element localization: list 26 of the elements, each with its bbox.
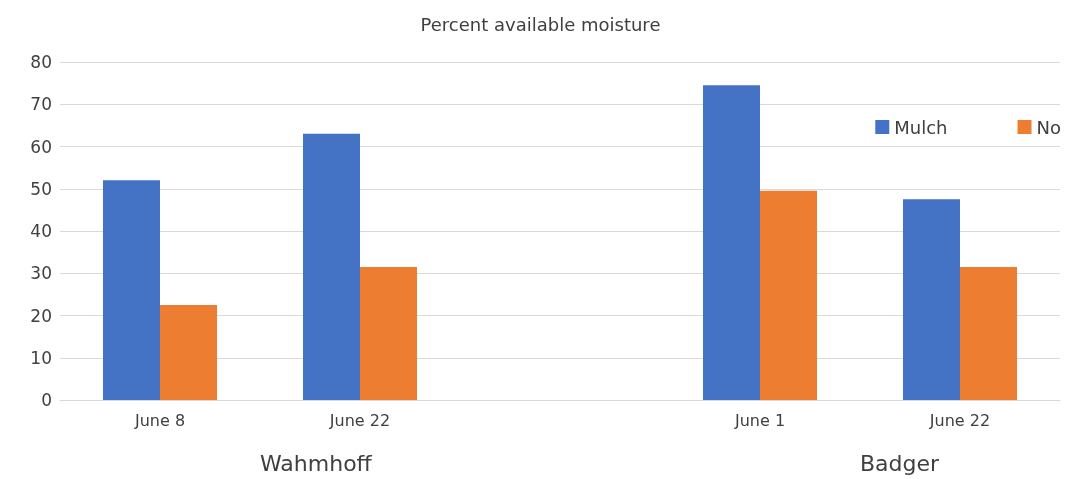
bar	[160, 304, 217, 400]
y-tick-label: 70	[30, 94, 52, 115]
y-tick-label: 60	[30, 136, 52, 157]
bar	[960, 266, 1017, 400]
bar	[103, 180, 160, 400]
x-tick-label: June 22	[928, 410, 991, 430]
bar	[760, 190, 817, 400]
x-tick-label: June 8	[133, 410, 186, 430]
bar	[703, 85, 760, 400]
chart-title: Percent available moisture	[420, 13, 661, 35]
y-tick-label: 80	[30, 52, 52, 72]
y-tick-label: 0	[41, 390, 52, 410]
text: Wahmhoff	[260, 450, 373, 476]
bar	[360, 266, 417, 400]
legend-label: Mulch	[894, 116, 948, 138]
y-tick-label: 30	[30, 263, 52, 284]
legend-label: No	[1036, 116, 1062, 138]
y-tick-label: 50	[30, 178, 52, 199]
bar	[903, 199, 960, 400]
y-tick-label: 10	[30, 347, 52, 368]
y-tick-label: 20	[30, 305, 52, 326]
bar	[303, 133, 360, 400]
x-tick-label: June 22	[328, 410, 391, 430]
y-tick-label: 40	[30, 221, 52, 241]
text: Badger	[860, 450, 941, 476]
x-tick-label: June 1	[733, 410, 786, 430]
